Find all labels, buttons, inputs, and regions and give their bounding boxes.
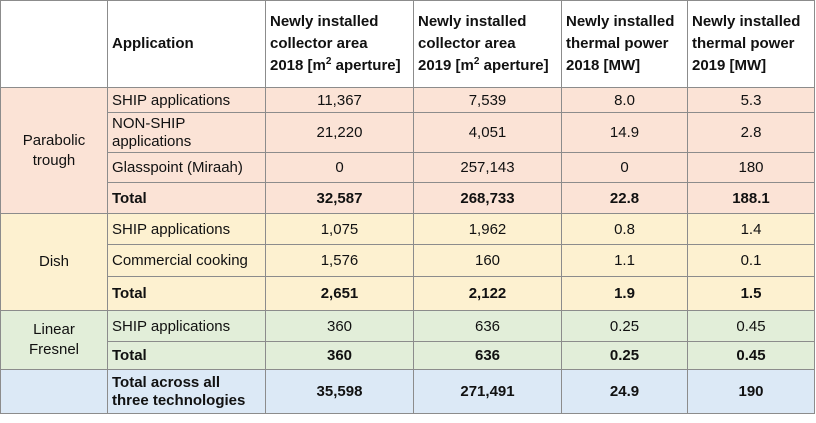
table-row: NON-SHIP applications 21,220 4,051 14.9 2… xyxy=(1,112,815,153)
power-2018-cell: 1.9 xyxy=(561,276,688,311)
power-2018-cell: 14.9 xyxy=(561,112,688,153)
area-2018-cell: 21,220 xyxy=(265,112,414,153)
corner-cell xyxy=(0,0,108,88)
area-2018-cell: 360 xyxy=(265,310,414,342)
area-2019-cell: 4,051 xyxy=(413,112,562,153)
power-2018-cell: 0.8 xyxy=(561,213,688,245)
app-cell: Glasspoint (Miraah) xyxy=(107,152,266,183)
area-2018-cell: 11,367 xyxy=(265,87,414,113)
tech-label-linear-fresnel: Linear Fresnel xyxy=(0,310,108,370)
power-2019-cell: 180 xyxy=(687,152,815,183)
power-2019-cell: 1.4 xyxy=(687,213,815,245)
area-2019-cell: 636 xyxy=(413,310,562,342)
table-row: Linear Fresnel SHIP applications 360 636 … xyxy=(0,310,815,370)
grand-total-blank xyxy=(0,369,108,414)
area-2018-cell: 0 xyxy=(265,152,414,183)
app-cell: NON-SHIP applications xyxy=(107,112,266,153)
header-application: Application xyxy=(107,0,266,88)
app-cell: SHIP applications xyxy=(107,310,266,342)
app-cell: Commercial cooking xyxy=(107,244,266,277)
header-power-2019: Newly installed thermal power 2019 [MW] xyxy=(687,0,815,88)
area-2018-cell: 35,598 xyxy=(265,369,414,414)
total-label: Total xyxy=(107,276,266,311)
area-2018-cell: 1,075 xyxy=(265,213,414,245)
grand-total-row: Total across all three technologies 35,59… xyxy=(0,369,815,414)
total-row: Total 32,587 268,733 22.8 188.1 xyxy=(1,182,815,214)
area-2019-cell: 2,122 xyxy=(413,276,562,311)
area-2019-cell: 268,733 xyxy=(413,182,562,214)
area-2018-cell: 360 xyxy=(265,341,414,370)
power-2018-cell: 1.1 xyxy=(561,244,688,277)
header-area-2018: Newly installed collector area 2018 [m2 … xyxy=(265,0,414,88)
power-2019-cell: 190 xyxy=(687,369,815,414)
grand-total-label: Total across all three technologies xyxy=(107,369,266,414)
area-2019-cell: 7,539 xyxy=(413,87,562,113)
power-2019-cell: 0.45 xyxy=(687,310,815,342)
table-row: Dish SHIP applications 1,075 1,962 0.8 1… xyxy=(0,213,815,311)
area-2019-cell: 160 xyxy=(413,244,562,277)
header-row: Application Newly installed collector ar… xyxy=(0,0,815,88)
table-row: Commercial cooking 1,576 160 1.1 0.1 xyxy=(1,244,815,277)
power-2019-cell: 1.5 xyxy=(687,276,815,311)
area-2018-cell: 2,651 xyxy=(265,276,414,311)
power-2018-cell: 22.8 xyxy=(561,182,688,214)
app-cell: SHIP applications xyxy=(107,213,266,245)
power-2018-cell: 0 xyxy=(561,152,688,183)
area-2018-cell: 32,587 xyxy=(265,182,414,214)
area-2018-cell: 1,576 xyxy=(265,244,414,277)
tech-label-parabolic-trough: Parabolic trough xyxy=(0,87,108,214)
power-2019-cell: 0.1 xyxy=(687,244,815,277)
table-row: Glasspoint (Miraah) 0 257,143 0 180 xyxy=(1,152,815,183)
area-2019-cell: 636 xyxy=(413,341,562,370)
total-row: Total 360 636 0.25 0.45 xyxy=(1,341,815,370)
app-cell: SHIP applications xyxy=(107,87,266,113)
total-label: Total xyxy=(107,182,266,214)
total-row: Total 2,651 2,122 1.9 1.5 xyxy=(1,276,815,311)
area-2019-cell: 257,143 xyxy=(413,152,562,183)
installations-table: Application Newly installed collector ar… xyxy=(0,0,815,414)
total-label: Total xyxy=(107,341,266,370)
power-2019-cell: 2.8 xyxy=(687,112,815,153)
table-row: Parabolic trough SHIP applications 11,367… xyxy=(0,87,815,214)
power-2019-cell: 188.1 xyxy=(687,182,815,214)
area-2019-cell: 271,491 xyxy=(413,369,562,414)
tech-label-dish: Dish xyxy=(0,213,108,311)
header-power-2018: Newly installed thermal power 2018 [MW] xyxy=(561,0,688,88)
power-2018-cell: 24.9 xyxy=(561,369,688,414)
header-area-2019: Newly installed collector area 2019 [m2 … xyxy=(413,0,562,88)
power-2018-cell: 8.0 xyxy=(561,87,688,113)
power-2019-cell: 0.45 xyxy=(687,341,815,370)
power-2018-cell: 0.25 xyxy=(561,310,688,342)
area-2019-cell: 1,962 xyxy=(413,213,562,245)
power-2019-cell: 5.3 xyxy=(687,87,815,113)
power-2018-cell: 0.25 xyxy=(561,341,688,370)
